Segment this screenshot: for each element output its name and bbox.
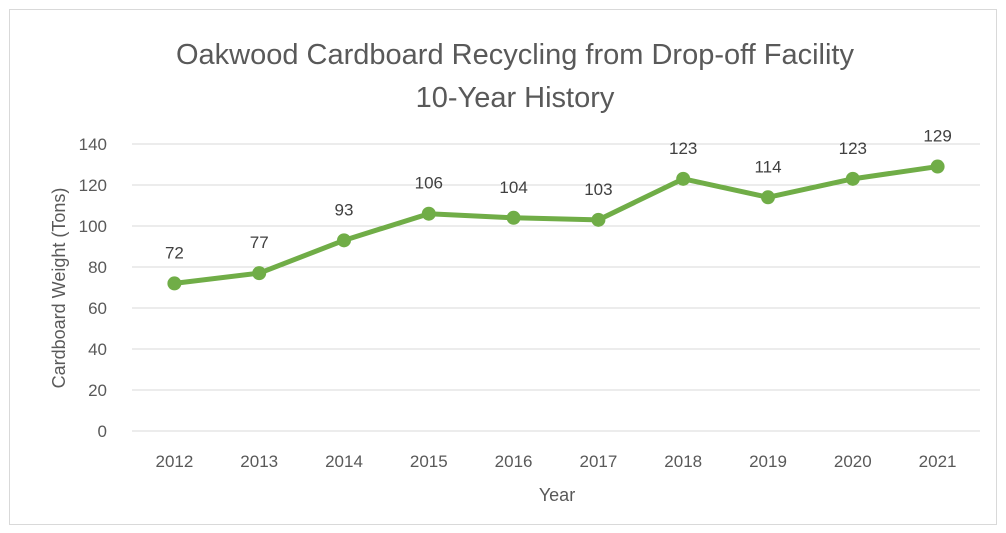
x-tick-label: 2014 [325, 452, 363, 471]
data-label: 72 [165, 243, 184, 262]
data-point [506, 210, 521, 225]
data-label: 77 [250, 233, 269, 252]
x-tick-label: 2012 [155, 452, 193, 471]
y-axis-ticks: 0 20 40 60 80 100 120 140 [79, 135, 107, 441]
chart-border [9, 9, 997, 525]
x-tick-label: 2018 [664, 452, 702, 471]
data-label: 93 [335, 200, 354, 219]
data-label: 123 [669, 139, 697, 158]
chart-subtitle: 10-Year History [416, 82, 615, 114]
y-tick-label: 120 [79, 176, 107, 195]
data-point [337, 233, 351, 248]
data-point [591, 212, 606, 227]
x-tick-label: 2021 [919, 452, 957, 471]
x-axis-ticks: 2012 2013 2014 2015 2016 2017 2018 2019 2020 2021 [155, 452, 956, 471]
y-tick-label: 60 [88, 299, 107, 318]
y-tick-label: 20 [88, 381, 107, 400]
x-tick-label: 2017 [579, 452, 617, 471]
data-point [421, 206, 436, 221]
data-point [845, 171, 860, 186]
data-label: 104 [499, 178, 527, 197]
series-line-layer [171, 164, 941, 286]
data-label: 129 [923, 127, 951, 146]
x-tick-label: 2019 [749, 452, 787, 471]
data-label: 103 [584, 180, 612, 199]
x-tick-label: 2013 [240, 452, 278, 471]
x-axis-title: Year [539, 485, 575, 505]
data-point [930, 159, 945, 174]
y-axis-title: Cardboard Weight (Tons) [49, 188, 69, 389]
x-tick-label: 2020 [834, 452, 872, 471]
chart-title: Oakwood Cardboard Recycling from Drop-of… [176, 39, 855, 71]
data-label: 114 [754, 157, 781, 176]
y-tick-label: 40 [88, 340, 107, 359]
x-tick-label: 2016 [495, 452, 533, 471]
y-tick-label: 0 [98, 422, 107, 441]
series-line [171, 164, 941, 286]
data-points [167, 159, 945, 291]
data-label: 106 [415, 174, 443, 193]
y-tick-label: 80 [88, 258, 107, 277]
data-point [676, 171, 691, 186]
y-tick-label: 140 [79, 135, 107, 154]
x-tick-label: 2015 [410, 452, 448, 471]
data-point [167, 276, 182, 291]
data-point [252, 266, 267, 281]
gridlines [132, 143, 980, 432]
data-label: 123 [839, 139, 867, 158]
data-point [761, 190, 775, 205]
y-tick-label: 100 [79, 217, 107, 236]
data-labels: 72 77 93 106 104 103 123 114 123 129 [165, 127, 952, 263]
